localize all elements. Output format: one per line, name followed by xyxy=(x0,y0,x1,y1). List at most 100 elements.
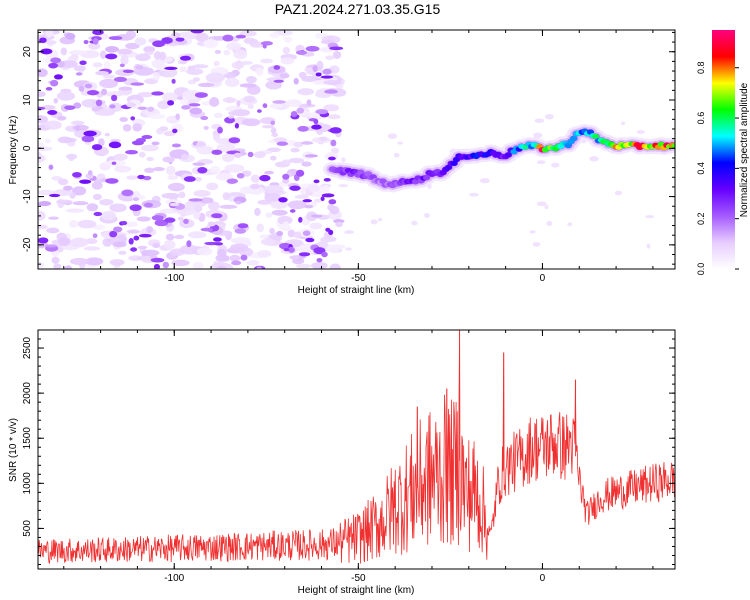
noise-blob xyxy=(298,71,307,79)
noise-blob xyxy=(175,37,185,42)
noise-blob xyxy=(137,91,154,98)
noise-blob xyxy=(38,146,53,151)
noise-blob xyxy=(329,263,341,269)
noise-blob xyxy=(53,97,59,104)
noise-blob xyxy=(60,88,72,93)
noise-blob xyxy=(68,220,79,228)
spectrogram-y-axis-label: Frequency (Hz) xyxy=(8,116,19,185)
noise-blob xyxy=(327,204,335,211)
noise-blob xyxy=(270,127,277,134)
noise-blob xyxy=(228,110,244,116)
noise-blob xyxy=(296,107,305,114)
noise-blob xyxy=(223,49,231,56)
noise-blob xyxy=(193,209,201,220)
noise-blob xyxy=(279,242,292,250)
noise-blob xyxy=(162,208,174,214)
noise-blob xyxy=(305,45,320,52)
noise-blob xyxy=(245,76,257,84)
noise-blob xyxy=(137,174,145,180)
noise-blob xyxy=(222,192,231,201)
noise-blob xyxy=(111,161,117,165)
noise-blob xyxy=(148,113,166,120)
noise-blob xyxy=(534,118,545,123)
noise-blob xyxy=(85,257,104,266)
noise-blob xyxy=(117,48,133,55)
noise-blob xyxy=(290,110,298,118)
noise-blob xyxy=(200,227,213,232)
noise-blob xyxy=(193,205,203,212)
noise-blob xyxy=(163,239,176,250)
noise-blob xyxy=(215,254,230,262)
noise-blob xyxy=(269,32,280,39)
noise-blob xyxy=(287,200,307,210)
noise-blob xyxy=(284,36,293,43)
noise-blob xyxy=(141,135,153,140)
noise-blob xyxy=(133,235,140,241)
noise-blob xyxy=(92,193,102,201)
noise-blob xyxy=(125,30,137,40)
noise-blob xyxy=(99,198,114,206)
noise-blob xyxy=(101,88,108,96)
noise-blob xyxy=(141,144,159,152)
noise-blob xyxy=(169,202,179,207)
noise-blob xyxy=(38,210,46,221)
noise-blob xyxy=(393,152,399,157)
noise-blob xyxy=(179,244,199,255)
noise-blob xyxy=(135,65,144,70)
noise-blob xyxy=(330,139,337,147)
noise-blob xyxy=(233,152,242,158)
noise-blob xyxy=(197,167,208,174)
noise-blob xyxy=(183,176,196,182)
snr-series-line xyxy=(38,330,675,565)
noise-blob xyxy=(533,132,543,139)
noise-blob xyxy=(118,250,127,255)
y-tick-label: 20 xyxy=(22,46,33,58)
noise-blob xyxy=(60,47,67,56)
noise-blob xyxy=(224,116,235,124)
noise-blob xyxy=(63,137,77,143)
noise-blob xyxy=(88,42,101,50)
ridge-cell xyxy=(570,135,578,142)
ridge-cell xyxy=(504,152,512,158)
noise-blob xyxy=(65,32,76,40)
ridge-cell xyxy=(357,169,365,175)
noise-blob xyxy=(300,141,314,145)
noise-blob xyxy=(195,32,209,42)
noise-blob xyxy=(81,135,95,143)
noise-blob xyxy=(260,41,273,46)
noise-blob xyxy=(105,46,119,53)
noise-blob xyxy=(636,130,645,134)
noise-blob xyxy=(130,247,138,252)
noise-blob xyxy=(281,159,292,165)
ridge-cell xyxy=(564,142,572,148)
noise-blob xyxy=(75,72,83,76)
noise-blob xyxy=(469,192,479,197)
noise-blob xyxy=(310,214,323,218)
noise-blob xyxy=(129,204,142,212)
colorbar-tick-label: 0.2 xyxy=(696,212,706,225)
noise-blob xyxy=(164,66,178,70)
noise-blob xyxy=(143,202,154,208)
x-tick-label: -100 xyxy=(164,573,184,584)
noise-blob xyxy=(236,172,245,179)
noise-blob xyxy=(239,83,257,88)
noise-blob xyxy=(278,197,288,203)
noise-blob xyxy=(183,218,189,225)
noise-blob xyxy=(83,130,97,137)
noise-blob xyxy=(133,191,141,199)
noise-blob xyxy=(55,199,73,204)
noise-blob xyxy=(234,228,247,234)
noise-blob xyxy=(193,190,211,197)
noise-blob xyxy=(289,185,301,191)
snr-x-ticks: -100 -50 0 xyxy=(63,330,654,584)
noise-blob xyxy=(240,254,248,261)
noise-blob xyxy=(189,107,203,115)
noise-blob xyxy=(99,50,107,60)
y-tick-label: 500 xyxy=(22,520,33,537)
noise-blob xyxy=(257,109,262,113)
noise-blob xyxy=(249,183,260,190)
noise-blob xyxy=(83,246,101,251)
noise-blob xyxy=(144,167,155,174)
noise-blob xyxy=(304,204,314,209)
